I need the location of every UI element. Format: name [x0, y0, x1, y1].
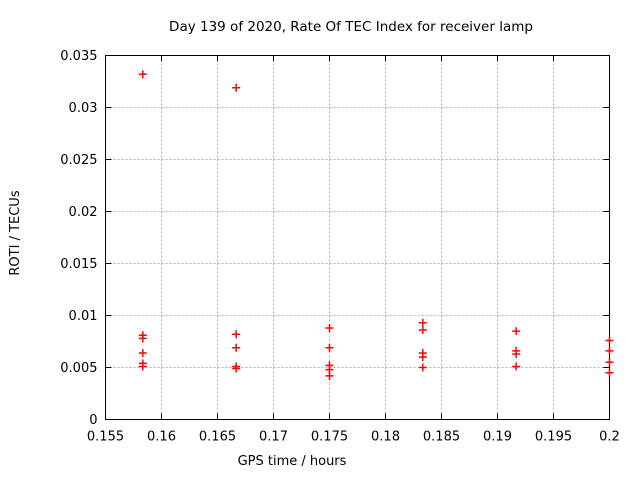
data-point	[512, 349, 521, 358]
data-point	[138, 362, 147, 371]
x-axis-label: GPS time / hours	[238, 454, 347, 469]
x-tick-label: 0.175	[311, 430, 348, 445]
y-tick-label: 0.035	[60, 49, 97, 64]
plot-border	[105, 55, 610, 420]
data-point	[605, 358, 614, 367]
data-point	[418, 326, 427, 335]
y-tick-label: 0	[89, 413, 97, 428]
data-point	[325, 343, 334, 352]
x-tick-label: 0.17	[259, 430, 288, 445]
y-tick-label: 0.01	[69, 309, 98, 324]
y-tick-label: 0.02	[69, 205, 98, 220]
x-tick-label: 0.19	[483, 430, 512, 445]
y-axis-label: ROTI / TECUs	[8, 190, 23, 275]
data-point	[418, 318, 427, 327]
data-point	[418, 363, 427, 372]
data-point	[512, 327, 521, 336]
data-point	[605, 336, 614, 345]
plot-area: 0.155 0.16 0.165 0.17 0.175 0.18 0.185 0.19 0.19…	[60, 49, 620, 445]
x-tick-label: 0.155	[87, 430, 124, 445]
data-point	[138, 70, 147, 79]
data-point	[325, 371, 334, 380]
x-tick-label: 0.16	[147, 430, 176, 445]
data-point	[605, 346, 614, 355]
y-tick-label: 0.03	[69, 101, 98, 116]
x-tick-label: 0.18	[371, 430, 400, 445]
data-point	[325, 323, 334, 332]
y-tick-label: 0.025	[60, 153, 97, 168]
x-tick-label: 0.2	[599, 430, 620, 445]
y-tick-label: 0.015	[60, 257, 97, 272]
data-point	[138, 348, 147, 357]
x-tick-label: 0.185	[423, 430, 460, 445]
x-tick-label: 0.165	[199, 430, 236, 445]
data-point	[232, 330, 241, 339]
data-point	[138, 334, 147, 343]
data-point	[605, 368, 614, 377]
data-point	[512, 362, 521, 371]
chart-title: Day 139 of 2020, Rate Of TEC Index for r…	[169, 19, 533, 35]
y-tick-label: 0.005	[60, 361, 97, 376]
data-point	[232, 343, 241, 352]
x-tick-label: 0.195	[535, 430, 572, 445]
data-point	[232, 83, 241, 92]
data-point	[418, 353, 427, 362]
data-point	[232, 364, 241, 373]
